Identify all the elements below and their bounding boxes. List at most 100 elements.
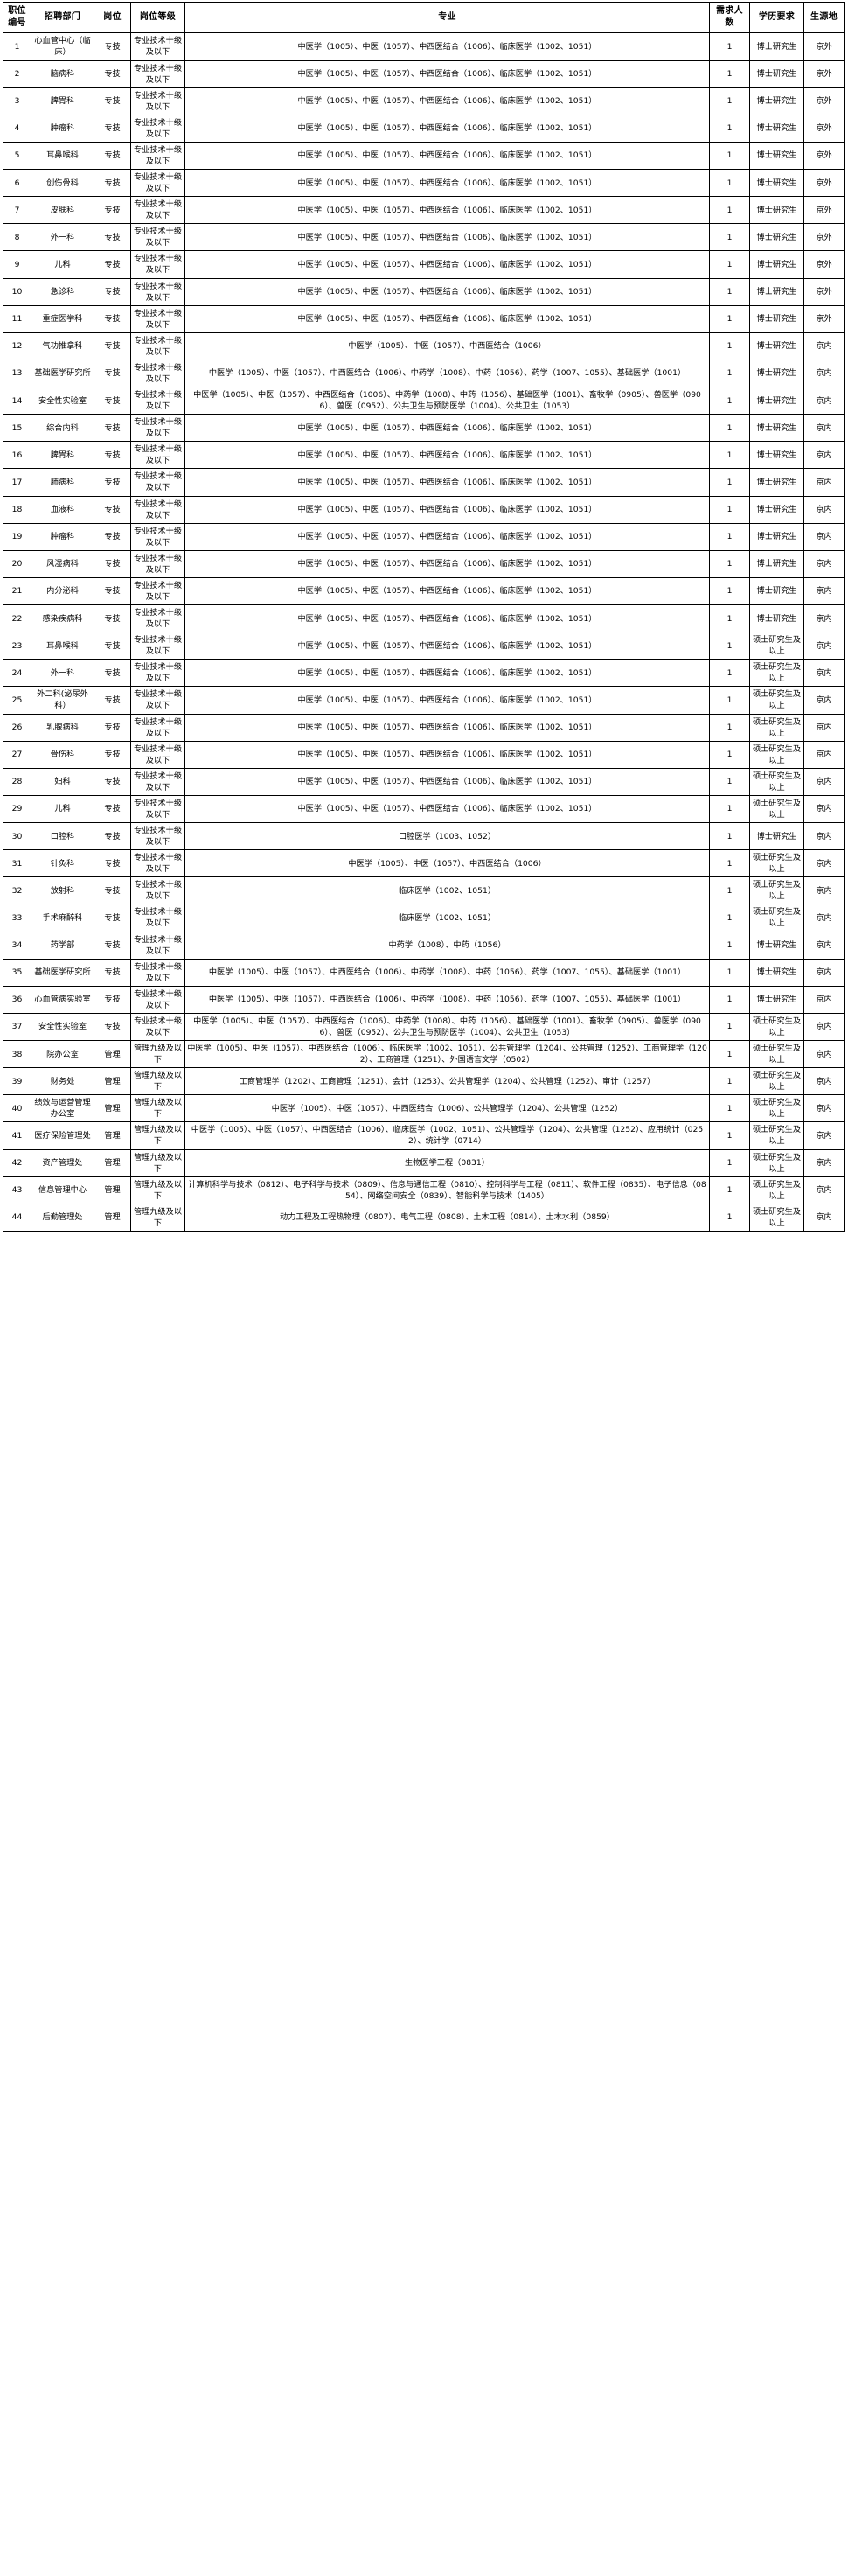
cell-position-id: 8: [3, 223, 31, 252]
table-row: 40 绩效与运营管理办公室 管理 管理九级及以下 中医学（1005）、中医（1057）、…: [3, 1094, 845, 1123]
cell-headcount: 1: [709, 794, 750, 824]
cell-origin: 京内: [803, 632, 845, 660]
cell-position-id: 5: [3, 141, 31, 171]
cell-post-type: 专技: [94, 794, 131, 824]
cell-education: 博士研究生: [749, 332, 804, 360]
table-row: 42 资产管理处 管理 管理九级及以下 生物医学工程（0831） 1 硕士研究生及以上 京内: [3, 1148, 845, 1177]
cell-position-id: 34: [3, 931, 31, 960]
cell-headcount: 1: [709, 468, 750, 497]
cell-post-type: 专技: [94, 414, 131, 443]
cell-headcount: 1: [709, 604, 750, 633]
cell-major: 口腔医学（1003、1052）: [184, 821, 710, 851]
cell-post-type: 管理: [94, 1039, 131, 1069]
table-row: 17 肺病科 专技 专业技术十级及以下 中医学（1005）、中医（1057）、中西医结合…: [3, 468, 845, 497]
column-header-major: 专业: [184, 1, 710, 34]
table-row: 8 外一科 专技 专业技术十级及以下 中医学（1005）、中医（1057）、中西医结合（…: [3, 223, 845, 252]
cell-department: 外一科: [31, 659, 94, 688]
cell-major: 中医学（1005）、中医（1057）、中西医结合（1006）、临床医学（1002…: [184, 277, 710, 306]
cell-origin: 京内: [803, 332, 845, 360]
cell-origin: 京外: [803, 32, 845, 61]
cell-post-type: 专技: [94, 740, 131, 769]
cell-major: 中医学（1005）、中医（1057）、中西医结合（1006）、中药学（1008）…: [184, 958, 710, 987]
cell-department: 儿科: [31, 250, 94, 279]
cell-department: 脾胃科: [31, 87, 94, 115]
cell-post-level: 专业技术十级及以下: [130, 576, 185, 606]
cell-education: 博士研究生: [749, 414, 804, 443]
cell-position-id: 22: [3, 604, 31, 633]
cell-origin: 京内: [803, 549, 845, 578]
table-row: 5 耳鼻喉科 专技 专业技术十级及以下 中医学（1005）、中医（1057）、中西医结合…: [3, 141, 845, 171]
cell-education: 硕士研究生及以上: [749, 1176, 804, 1204]
cell-headcount: 1: [709, 304, 750, 333]
cell-major: 中医学（1005）、中医（1057）、中西医结合（1006）、临床医学（1002…: [184, 141, 710, 171]
table-row: 31 针灸科 专技 专业技术十级及以下 中医学（1005）、中医（1057）、中西医结合…: [3, 849, 845, 878]
cell-post-type: 专技: [94, 168, 131, 198]
table-row: 43 信息管理中心 管理 管理九级及以下 计算机科学与技术（0812）、电子科学与技术（…: [3, 1176, 845, 1204]
cell-origin: 京外: [803, 277, 845, 306]
cell-post-level: 专业技术十级及以下: [130, 114, 185, 143]
cell-origin: 京外: [803, 168, 845, 198]
table-row: 36 心血管病实验室 专技 专业技术十级及以下 中医学（1005）、中医（1057）、中…: [3, 985, 845, 1014]
cell-department: 骨伤科: [31, 740, 94, 769]
cell-origin: 京内: [803, 522, 845, 551]
cell-major: 中医学（1005）、中医（1057）、中西医结合（1006）、临床医学（1002…: [184, 223, 710, 252]
cell-department: 儿科: [31, 794, 94, 824]
cell-post-level: 专业技术十级及以下: [130, 604, 185, 633]
cell-post-level: 专业技术十级及以下: [130, 659, 185, 688]
table-row: 16 脾胃科 专技 专业技术十级及以下 中医学（1005）、中医（1057）、中西医结合…: [3, 441, 845, 470]
cell-major: 中医学（1005）、中医（1057）、中西医结合（1006）、临床医学（1002…: [184, 1039, 710, 1069]
cell-department: 基础医学研究所: [31, 958, 94, 987]
cell-post-level: 管理九级及以下: [130, 1094, 185, 1123]
cell-major: 中医学（1005）、中医（1057）、中西医结合（1006）、临床医学（1002…: [184, 740, 710, 769]
cell-education: 硕士研究生及以上: [749, 740, 804, 769]
cell-education: 硕士研究生及以上: [749, 1148, 804, 1177]
cell-position-id: 26: [3, 713, 31, 742]
cell-education: 硕士研究生及以上: [749, 904, 804, 932]
cell-department: 脾胃科: [31, 441, 94, 470]
cell-department: 内分泌科: [31, 576, 94, 606]
cell-headcount: 1: [709, 1176, 750, 1204]
cell-department: 乳腺病科: [31, 713, 94, 742]
cell-department: 血液科: [31, 495, 94, 524]
cell-post-type: 管理: [94, 1067, 131, 1096]
cell-headcount: 1: [709, 277, 750, 306]
cell-post-level: 专业技术十级及以下: [130, 849, 185, 878]
cell-headcount: 1: [709, 495, 750, 524]
cell-major: 中医学（1005）、中医（1057）、中西医结合（1006）、临床医学（1002…: [184, 87, 710, 115]
cell-position-id: 3: [3, 87, 31, 115]
cell-education: 博士研究生: [749, 359, 804, 388]
cell-major: 中医学（1005）、中医（1057）、中西医结合（1006）、临床医学（1002…: [184, 495, 710, 524]
cell-position-id: 16: [3, 441, 31, 470]
cell-origin: 京内: [803, 1094, 845, 1123]
cell-department: 耳鼻喉科: [31, 141, 94, 171]
cell-origin: 京外: [803, 141, 845, 171]
table-row: 41 医疗保险管理处 管理 管理九级及以下 中医学（1005）、中医（1057）、中西医…: [3, 1121, 845, 1150]
cell-education: 硕士研究生及以上: [749, 767, 804, 796]
cell-education: 博士研究生: [749, 114, 804, 143]
cell-origin: 京内: [803, 1176, 845, 1204]
table-body: 1 心血管中心（临床） 专技 专业技术十级及以下 中医学（1005）、中医（1057）、…: [3, 32, 845, 1232]
cell-post-type: 专技: [94, 277, 131, 306]
cell-education: 硕士研究生及以上: [749, 1012, 804, 1042]
cell-department: 针灸科: [31, 849, 94, 878]
cell-department: 手术麻醉科: [31, 904, 94, 932]
table-row: 29 儿科 专技 专业技术十级及以下 中医学（1005）、中医（1057）、中西医结合（…: [3, 794, 845, 824]
cell-department: 感染疾病科: [31, 604, 94, 633]
cell-headcount: 1: [709, 1094, 750, 1123]
cell-headcount: 1: [709, 1148, 750, 1177]
cell-post-level: 专业技术十级及以下: [130, 59, 185, 88]
table-row: 23 耳鼻喉科 专技 专业技术十级及以下 中医学（1005）、中医（1057）、中西医结…: [3, 632, 845, 660]
cell-department: 肺病科: [31, 468, 94, 497]
table-row: 13 基础医学研究所 专技 专业技术十级及以下 中医学（1005）、中医（1057）、中…: [3, 359, 845, 388]
cell-major: 中医学（1005）、中医（1057）、中西医结合（1006）、临床医学（1002…: [184, 168, 710, 198]
cell-origin: 京内: [803, 1121, 845, 1150]
column-header-post-type: 岗位: [94, 1, 131, 34]
cell-post-level: 专业技术十级及以下: [130, 904, 185, 932]
cell-education: 博士研究生: [749, 386, 804, 415]
cell-post-type: 专技: [94, 441, 131, 470]
cell-department: 安全性实验室: [31, 1012, 94, 1042]
cell-post-level: 专业技术十级及以下: [130, 468, 185, 497]
cell-headcount: 1: [709, 332, 750, 360]
table-row: 12 气功推拿科 专技 专业技术十级及以下 中医学（1005）、中医（1057）、中西医…: [3, 332, 845, 360]
cell-department: 重症医学科: [31, 304, 94, 333]
